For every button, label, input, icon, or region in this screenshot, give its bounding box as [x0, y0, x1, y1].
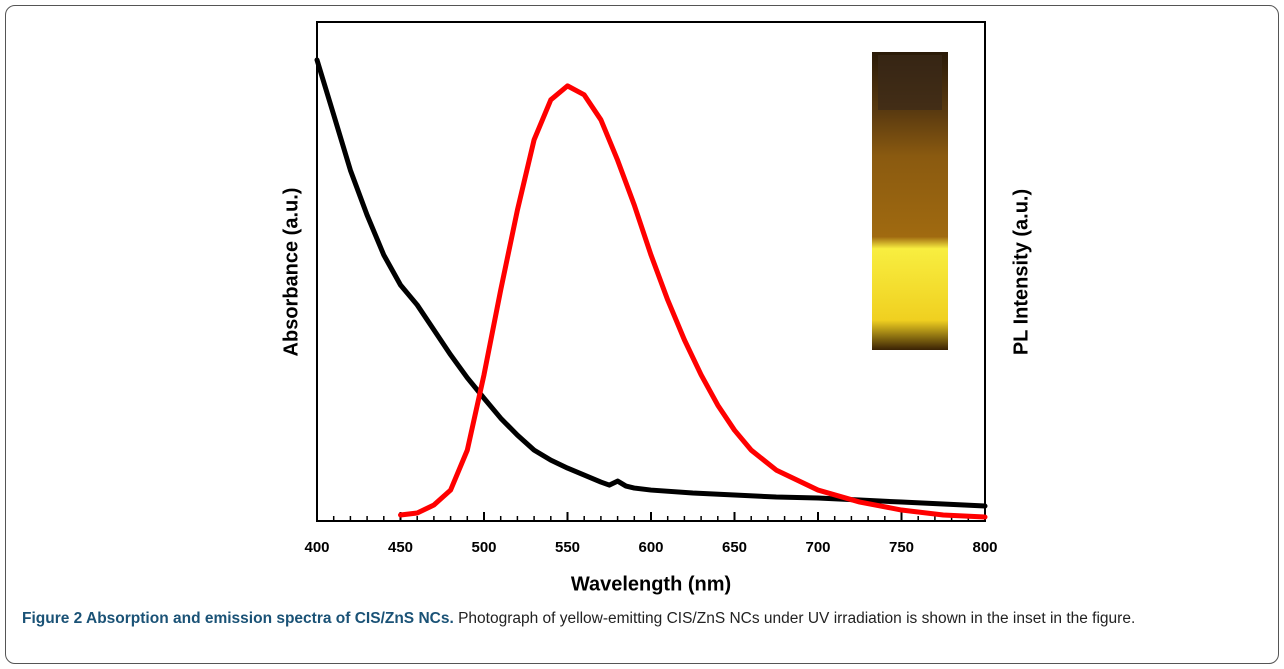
chart: Absorbance (a.u.) PL Intensity (a.u.) Wa… — [280, 21, 1032, 595]
caption-label: Figure 2 Absorption and emission spectra… — [22, 610, 454, 627]
x-tick-label: 750 — [889, 539, 914, 556]
x-tick-label: 500 — [471, 539, 496, 556]
series-line — [314, 57, 988, 509]
x-tick-label: 550 — [555, 539, 580, 556]
series-line — [398, 83, 988, 520]
x-tick-label: 700 — [805, 539, 830, 556]
x-tick-label: 400 — [304, 539, 329, 556]
x-tick-label: 450 — [388, 539, 413, 556]
figure-frame — [5, 5, 1279, 664]
caption-text: Photograph of yellow-emitting CIS/ZnS NC… — [458, 610, 1136, 627]
x-tick-label: 800 — [972, 539, 997, 556]
x-tick-label: 650 — [722, 539, 747, 556]
y-axis-label: Absorbance (a.u.) — [280, 188, 302, 357]
y2-axis-label: PL Intensity (a.u.) — [1010, 189, 1032, 355]
vial-cap — [878, 55, 942, 110]
x-tick-label: 600 — [638, 539, 663, 556]
x-axis-label: Wavelength (nm) — [571, 573, 731, 595]
caption: Figure 2 Absorption and emission spectra… — [22, 607, 1267, 630]
